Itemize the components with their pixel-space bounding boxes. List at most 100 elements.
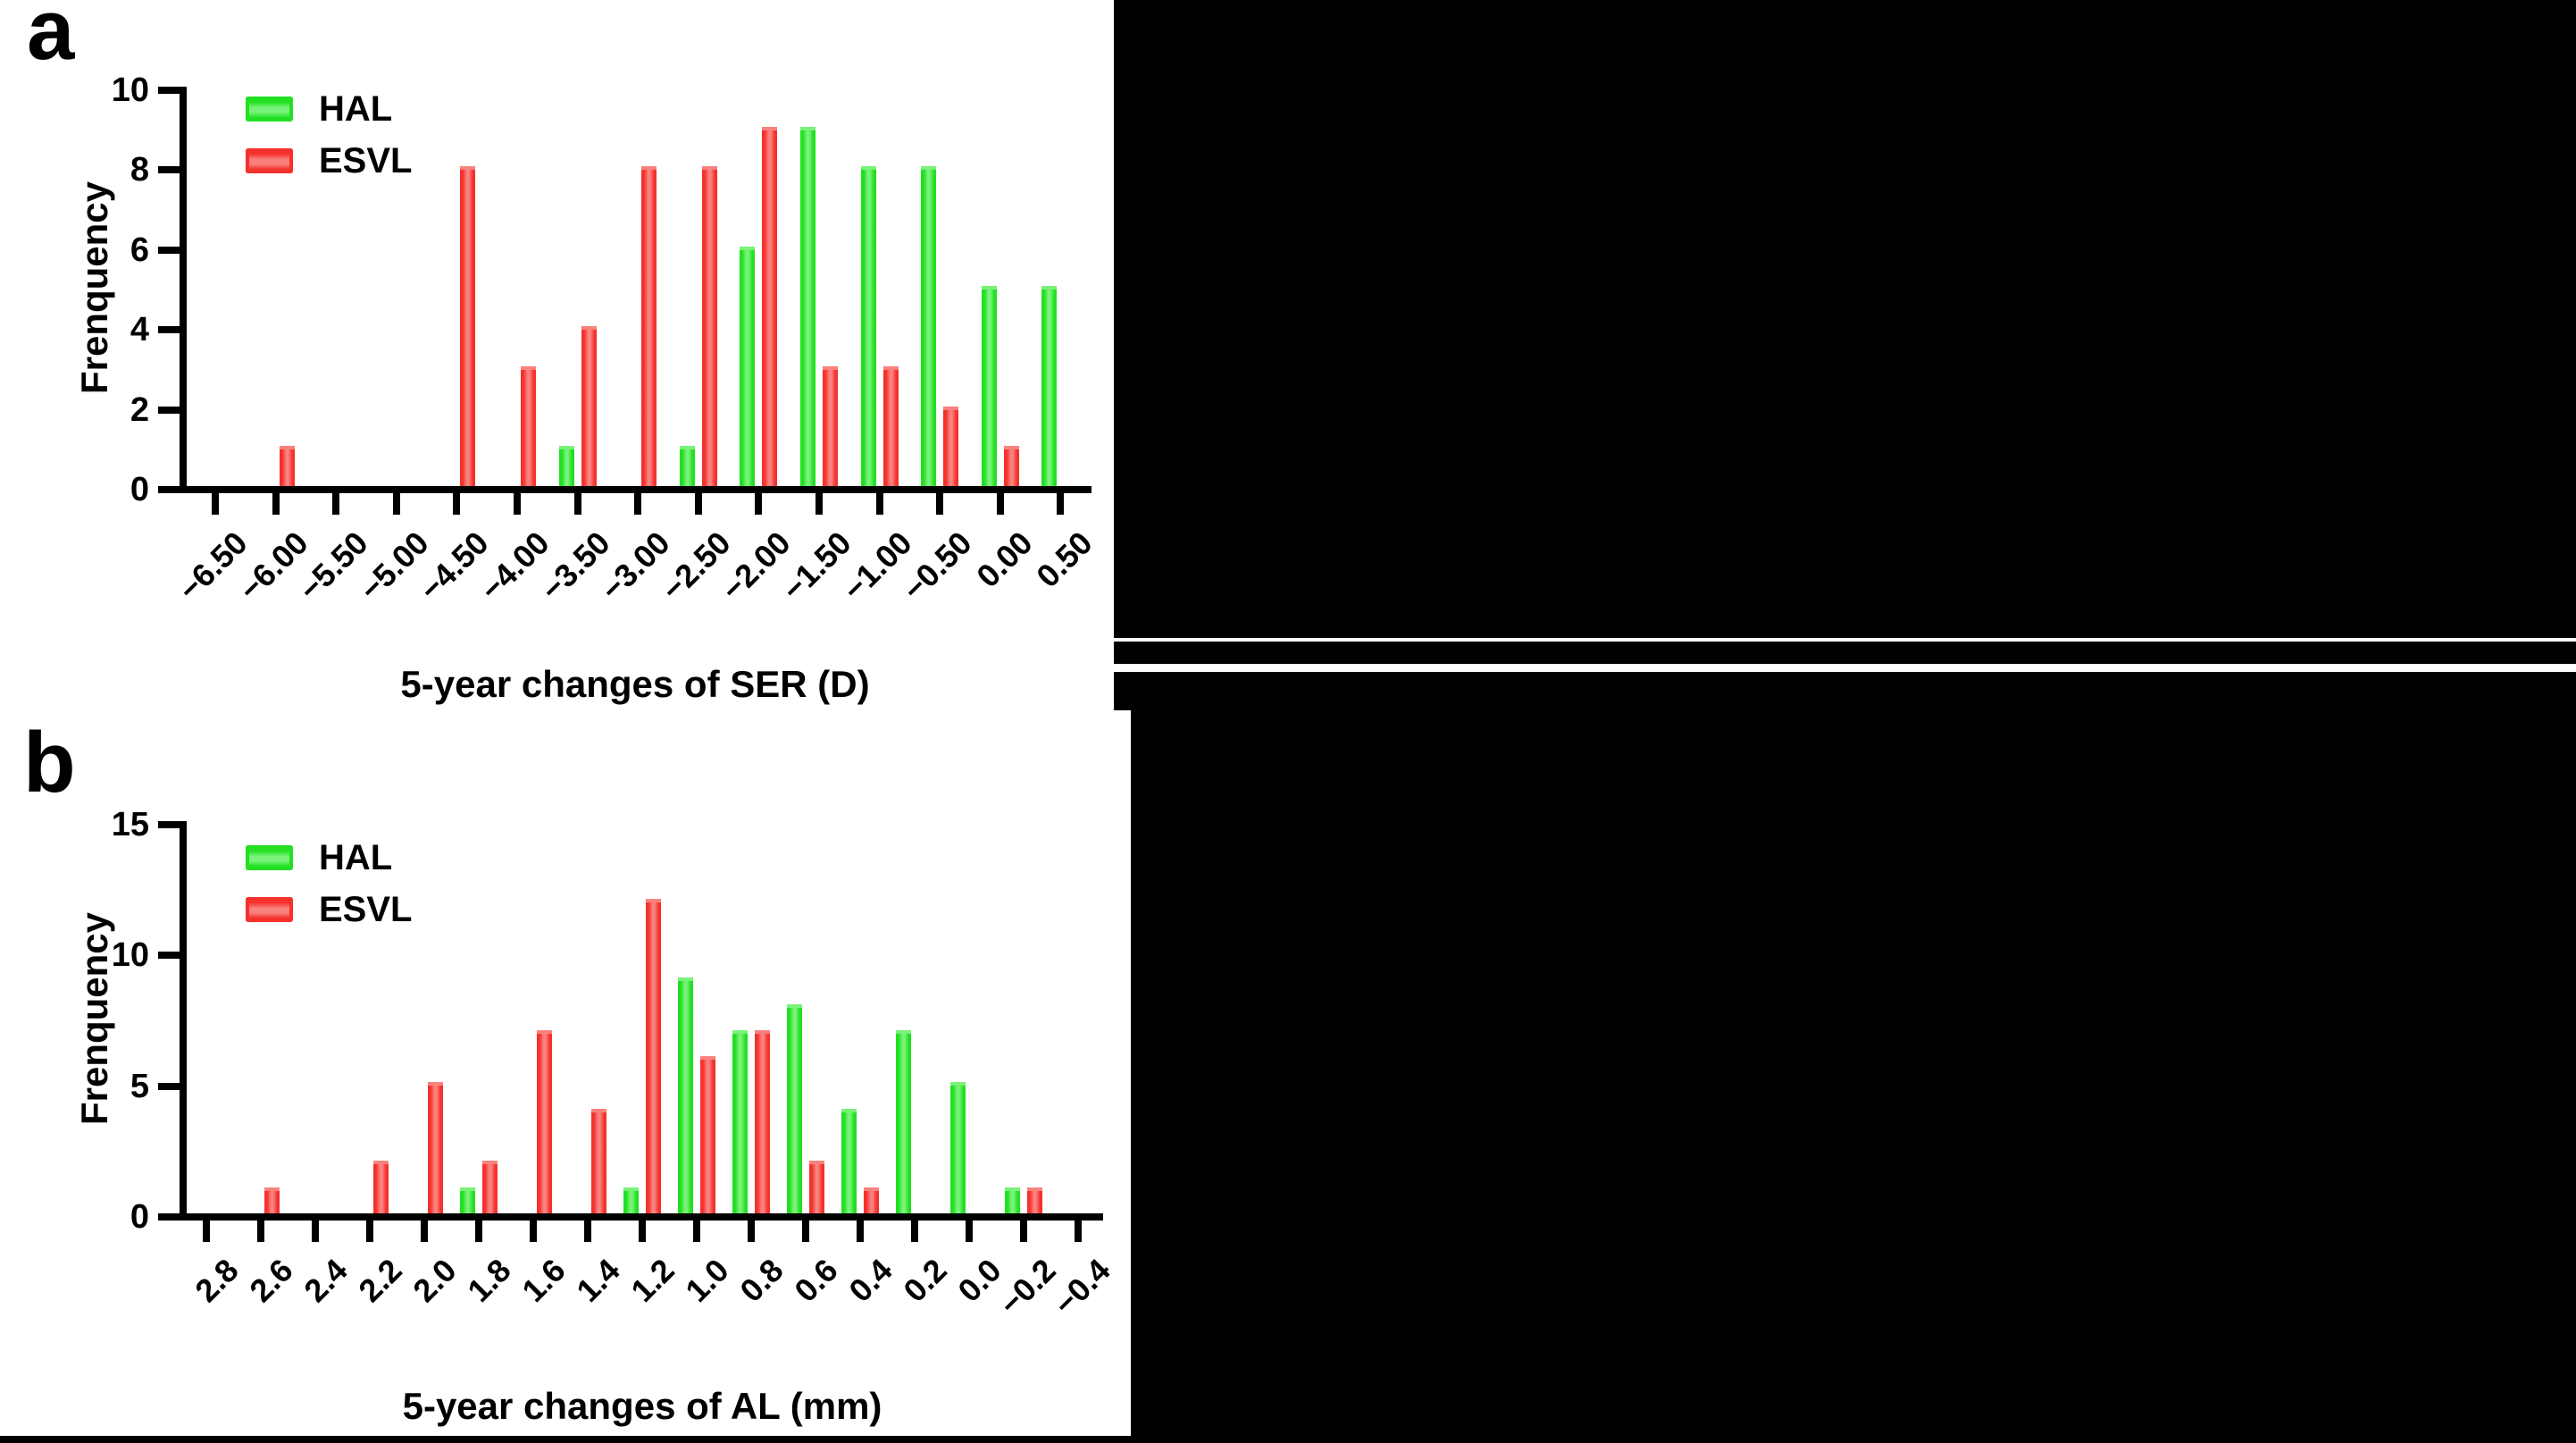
panel-a-x-axis-title: 5-year changes of SER (D): [400, 663, 870, 705]
x-axis-tick: [332, 493, 339, 515]
hal-bar: [678, 977, 693, 1213]
separator-strip-bottom: [1114, 664, 2576, 672]
esvl-bar: [883, 366, 899, 486]
hal-bar: [460, 1187, 475, 1213]
separator-strip-top: [1114, 638, 2576, 642]
y-tick-label: 10: [111, 936, 149, 974]
y-tick-label: 8: [130, 151, 149, 189]
y-tick-label: 15: [111, 806, 149, 843]
panel-a-y-axis-title: Frenquency: [73, 180, 115, 395]
esvl-bar: [762, 127, 777, 486]
hal-bar: [740, 247, 755, 486]
hal-bar: [1005, 1187, 1020, 1213]
x-axis-tick: [366, 1221, 373, 1242]
y-tick-label: 6: [130, 231, 149, 269]
panel-a-hal-legend-swatch: [246, 96, 293, 122]
hal-bar: [950, 1082, 966, 1213]
esvl-bar: [809, 1161, 824, 1213]
hal-bar: [787, 1004, 802, 1213]
x-axis-tick: [1057, 493, 1064, 515]
esvl-bar: [373, 1161, 389, 1213]
hal-bar: [623, 1187, 639, 1213]
x-axis-tick: [911, 1221, 918, 1242]
y-axis-line: [180, 87, 187, 493]
x-axis-tick: [257, 1221, 264, 1242]
esvl-bar: [641, 166, 657, 486]
esvl-bar: [264, 1187, 280, 1213]
x-axis-tick: [530, 1221, 537, 1242]
hal-bar: [896, 1030, 911, 1213]
y-axis-tick: [158, 952, 180, 959]
x-axis-tick: [203, 1221, 210, 1242]
y-axis-tick: [158, 821, 180, 828]
y-tick-label: 5: [130, 1068, 149, 1105]
hal-bar: [841, 1109, 857, 1213]
panel-a-hal-legend-label: HAL: [319, 89, 393, 129]
x-axis-tick: [1020, 1221, 1027, 1242]
x-axis-tick: [876, 493, 883, 515]
hal-bar: [982, 286, 997, 486]
panel-b-esvl-legend-swatch: [246, 897, 293, 922]
hal-bar: [559, 446, 574, 486]
esvl-bar: [1004, 446, 1019, 486]
x-axis-tick: [212, 493, 219, 515]
esvl-bar: [1027, 1187, 1042, 1213]
hal-bar: [861, 166, 876, 486]
x-axis-tick: [272, 493, 280, 515]
y-axis-tick: [158, 486, 180, 493]
esvl-bar: [280, 446, 295, 486]
esvl-bar: [460, 166, 475, 486]
panel-b-letter: b: [23, 715, 76, 810]
x-axis-tick: [584, 1221, 591, 1242]
hal-bar: [680, 446, 695, 486]
esvl-bar: [943, 407, 958, 486]
y-tick-label: 2: [130, 391, 149, 429]
x-axis-tick: [748, 1221, 755, 1242]
x-axis-line: [180, 1213, 1103, 1221]
x-axis-tick: [453, 493, 460, 515]
esvl-bar: [823, 366, 838, 486]
y-axis-tick: [158, 1213, 180, 1221]
hal-bar: [921, 166, 936, 486]
x-axis-line: [180, 486, 1091, 493]
esvl-bar: [646, 899, 661, 1213]
esvl-bar: [537, 1030, 552, 1213]
x-axis-tick: [857, 1221, 864, 1242]
hal-bar: [1041, 286, 1057, 486]
x-axis-tick: [514, 493, 521, 515]
y-tick-label: 10: [111, 71, 149, 109]
x-axis-tick: [695, 493, 702, 515]
y-tick-label: 0: [130, 1198, 149, 1236]
x-axis-tick: [693, 1221, 700, 1242]
y-axis-tick: [158, 87, 180, 94]
esvl-bar: [581, 326, 597, 486]
panel-a-esvl-legend-swatch: [246, 148, 293, 173]
esvl-bar: [755, 1030, 770, 1213]
panel-a-letter: a: [27, 0, 75, 78]
panel-b-esvl-legend-label: ESVL: [319, 890, 413, 929]
esvl-bar: [482, 1161, 498, 1213]
y-axis-tick: [158, 247, 180, 254]
esvl-bar: [864, 1187, 879, 1213]
x-axis-tick: [936, 493, 943, 515]
hal-bar: [800, 127, 815, 486]
esvl-bar: [700, 1056, 715, 1213]
x-axis-tick: [997, 493, 1004, 515]
panel-b-hal-legend-label: HAL: [319, 838, 393, 877]
x-axis-tick: [475, 1221, 482, 1242]
x-axis-tick: [1075, 1221, 1082, 1242]
y-tick-label: 4: [130, 311, 149, 348]
x-axis-tick: [574, 493, 581, 515]
x-axis-tick: [639, 1221, 646, 1242]
y-axis-line: [180, 821, 187, 1221]
y-axis-tick: [158, 166, 180, 173]
panel-a-esvl-legend-label: ESVL: [319, 141, 413, 180]
esvl-bar: [521, 366, 536, 486]
y-axis-tick: [158, 1083, 180, 1090]
x-axis-tick: [634, 493, 641, 515]
x-axis-tick: [312, 1221, 319, 1242]
y-axis-tick: [158, 326, 180, 333]
x-axis-tick: [966, 1221, 973, 1242]
y-axis-tick: [158, 407, 180, 414]
